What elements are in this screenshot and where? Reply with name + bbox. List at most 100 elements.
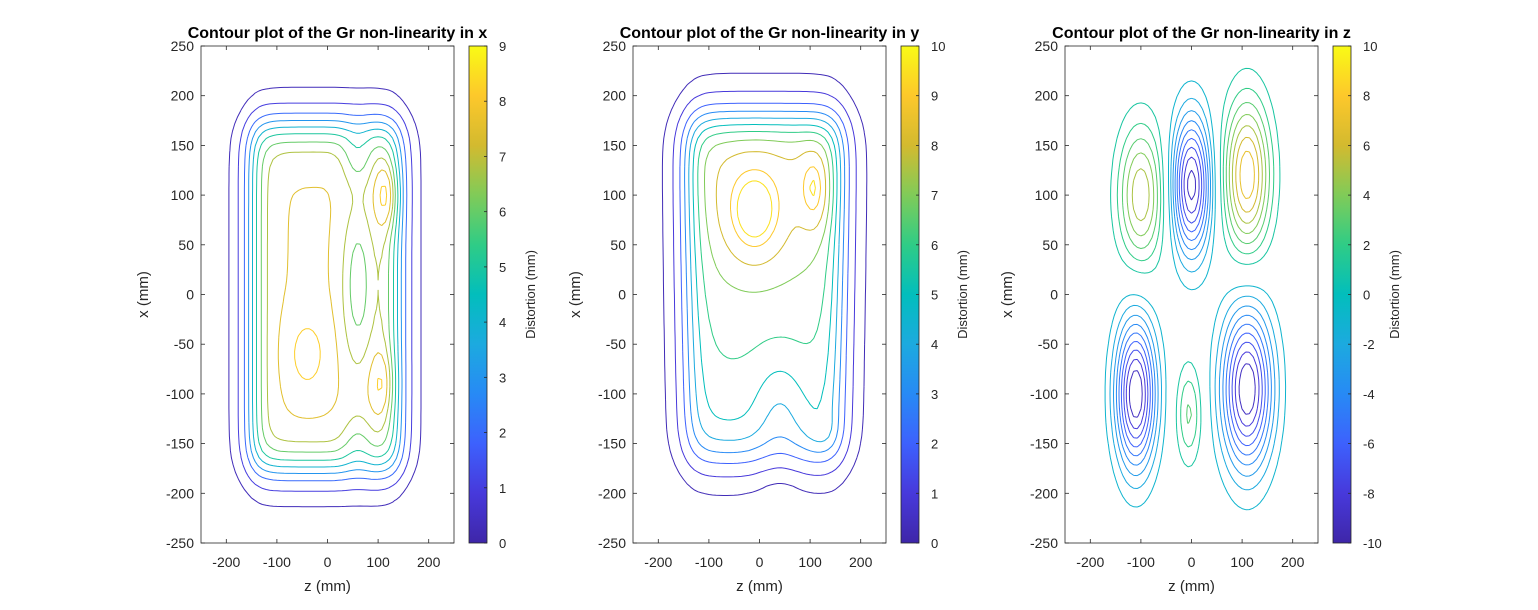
x-tick-label: 0 [324, 554, 332, 570]
contour-line [1120, 137, 1266, 448]
contour-line [1128, 170, 1256, 418]
contour-panel: -200 -100 0 100 200250200150100500-50-100-15… [135, 25, 538, 595]
x-tick-label: 0 [756, 554, 764, 570]
plot-area [633, 46, 886, 543]
plot-area [1065, 46, 1318, 543]
contour-line [661, 72, 868, 496]
y-tick-label: -150 [166, 436, 194, 452]
x-tick-label: 0 [1188, 554, 1196, 570]
colorbar-tick-label: 0 [1363, 288, 1370, 303]
y-tick-label: -100 [166, 386, 194, 402]
colorbar-tick-label: -6 [1363, 437, 1375, 452]
colorbar-tick-label: 0 [499, 536, 506, 551]
y-tick-label: -150 [598, 436, 626, 452]
y-tick-label: 150 [603, 137, 627, 153]
colorbar-tick-label: 0 [931, 536, 938, 551]
contour-line [730, 166, 821, 247]
y-axis-label: x (mm) [567, 271, 584, 318]
colorbar-tick-label: 5 [499, 260, 506, 275]
colorbar-label: Distortion (mm) [1387, 250, 1402, 339]
contour-line [1113, 110, 1276, 477]
y-tick-label: 200 [171, 88, 195, 104]
colorbar-tick-label: 3 [499, 370, 506, 385]
colorbar-tick-label: 10 [931, 39, 945, 54]
colorbar-tick-label: 9 [931, 89, 938, 104]
colorbar-tick-label: 10 [1363, 39, 1377, 54]
y-tick-label: 0 [186, 287, 194, 303]
contour-line [248, 120, 404, 474]
y-tick-label: 100 [1035, 187, 1059, 203]
x-tick-label: 100 [798, 554, 822, 570]
x-tick-label: -100 [1127, 554, 1155, 570]
y-tick-label: -250 [166, 535, 194, 551]
contour-line [704, 139, 831, 293]
colorbar-gradient [468, 45, 488, 544]
colorbar-tick-label: -8 [1363, 486, 1375, 501]
colorbar-tick-label: 7 [931, 188, 938, 203]
y-tick-label: 150 [171, 137, 195, 153]
colorbar-tick-label: 5 [931, 288, 938, 303]
colorbar-label: Distortion (mm) [523, 250, 538, 339]
contour-line [237, 102, 413, 492]
colorbar-tick-label: 2 [499, 426, 506, 441]
contour-line [679, 102, 850, 464]
y-tick-label: 250 [1035, 38, 1059, 54]
y-tick-label: 0 [618, 287, 626, 303]
colorbar-label: Distortion (mm) [955, 250, 970, 339]
y-tick-label: -200 [166, 485, 194, 501]
contour-lines [1104, 67, 1287, 511]
colorbar-tick-label: 4 [499, 315, 506, 330]
contour-line [260, 141, 396, 453]
y-tick-label: 100 [171, 187, 195, 203]
y-tick-label: 50 [178, 237, 194, 253]
y-tick-label: -100 [1030, 386, 1058, 402]
contour-line [688, 117, 842, 443]
x-axis-label: z (mm) [736, 578, 783, 595]
y-tick-label: 250 [603, 38, 627, 54]
y-tick-label: -250 [598, 535, 626, 551]
colorbar-tick-label: 6 [1363, 138, 1370, 153]
x-tick-label: 100 [366, 554, 390, 570]
contour-line [1131, 125, 1263, 224]
contour-line [697, 131, 834, 360]
contour-line [294, 185, 388, 391]
y-tick-label: 50 [1042, 237, 1058, 253]
contour-line [1126, 114, 1267, 237]
colorbar-tick-label: -4 [1363, 387, 1375, 402]
contour-line [228, 86, 422, 508]
x-tick-label: 200 [1281, 554, 1305, 570]
contour-line [672, 90, 857, 478]
y-tick-label: 200 [1035, 88, 1059, 104]
contour-line [1110, 67, 1281, 468]
colorbar-tick-label: 8 [931, 138, 938, 153]
x-tick-label: 100 [1230, 554, 1254, 570]
chart-title: Contour plot of the Gr non-linearity in … [1052, 25, 1351, 42]
contour-line [715, 150, 827, 266]
colorbar-tick-label: 6 [931, 238, 938, 253]
y-tick-label: 250 [171, 38, 195, 54]
contour-line [1109, 97, 1280, 491]
contour-line [1121, 102, 1270, 424]
colorbar-tick-label: 7 [499, 149, 506, 164]
colorbar-tick-label: 1 [931, 486, 938, 501]
colorbar-tick-label: 8 [1363, 89, 1370, 104]
contour-line [243, 112, 408, 482]
y-tick-label: -200 [1030, 485, 1058, 501]
y-tick-label: -50 [1038, 336, 1058, 352]
y-tick-label: 200 [603, 88, 627, 104]
x-tick-label: -200 [212, 554, 240, 570]
colorbar: 10 8 6 4 2 0 -2 -4 -6 -8 -10 Distortion (mm) [1332, 39, 1402, 551]
y-tick-label: 50 [610, 237, 626, 253]
colorbar-tick-label: 1 [499, 481, 506, 496]
colorbar-tick-label: 2 [931, 437, 938, 452]
colorbar-tick-label: -2 [1363, 337, 1375, 352]
contour-line [1123, 146, 1263, 439]
colorbar: 0 1 2 3 4 5 6 7 8 9 10 Distortion (mm) [900, 39, 970, 551]
colorbar-tick-label: 6 [499, 205, 506, 220]
contour-line [266, 151, 394, 443]
contour-line [252, 126, 401, 468]
contour-line [1116, 87, 1275, 448]
colorbar: 0 1 2 3 4 5 6 7 8 9 Distortion (mm) [468, 39, 538, 551]
x-axis-label: z (mm) [304, 578, 351, 595]
